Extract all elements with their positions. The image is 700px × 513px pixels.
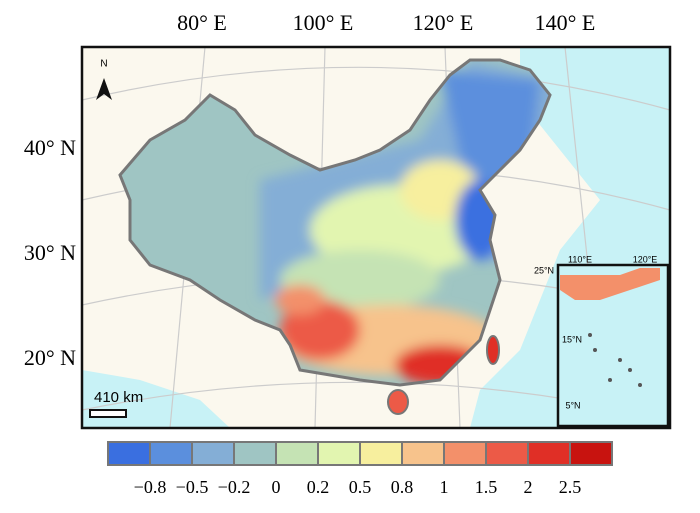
legend-label: 1 bbox=[440, 477, 449, 497]
legend-swatch bbox=[149, 441, 193, 466]
legend-label: 2 bbox=[524, 477, 533, 497]
lon-label: 120° E bbox=[413, 10, 474, 35]
legend-label: −0.5 bbox=[176, 477, 209, 497]
legend-swatch bbox=[485, 441, 529, 466]
inset-lon-label: 120°E bbox=[633, 254, 658, 264]
scale-label: 410 km bbox=[94, 389, 143, 406]
lat-label: 30° N bbox=[24, 240, 76, 265]
lon-label: 140° E bbox=[535, 10, 596, 35]
legend-label: −0.2 bbox=[218, 477, 251, 497]
inset-lat-label: 25°N bbox=[534, 265, 554, 275]
lon-label: 80° E bbox=[177, 10, 227, 35]
map-frame: N 410 km 110°E 120°E 25°N 15°N 5°N bbox=[80, 45, 672, 430]
inset-lat-label: 15°N bbox=[562, 334, 582, 344]
legend-label: 0 bbox=[272, 477, 281, 497]
legend-swatch bbox=[233, 441, 277, 466]
lat-label: 40° N bbox=[24, 135, 76, 160]
legend-swatch bbox=[191, 441, 235, 466]
legend-label: 0.5 bbox=[349, 477, 372, 497]
legend-swatch bbox=[275, 441, 319, 466]
legend-swatch bbox=[401, 441, 445, 466]
north-arrow: N bbox=[96, 59, 112, 100]
legend-swatch bbox=[569, 441, 613, 466]
scale-bar: 410 km bbox=[89, 389, 143, 418]
legend-swatch bbox=[527, 441, 571, 466]
lon-label: 100° E bbox=[293, 10, 354, 35]
color-legend: −0.8 −0.5 −0.2 0 0.2 0.5 0.8 1 1.5 2 2.5 bbox=[107, 441, 613, 497]
legend-swatch bbox=[107, 441, 151, 466]
legend-label: 2.5 bbox=[559, 477, 582, 497]
legend-label: 0.8 bbox=[391, 477, 414, 497]
north-label: N bbox=[100, 59, 107, 70]
legend-swatch bbox=[443, 441, 487, 466]
inset-lat-label: 5°N bbox=[565, 400, 580, 410]
legend-swatch bbox=[317, 441, 361, 466]
legend-label: 1.5 bbox=[475, 477, 498, 497]
inset-map: 110°E 120°E 25°N 15°N 5°N bbox=[534, 254, 670, 428]
inset-lon-label: 110°E bbox=[568, 254, 592, 264]
legend-swatch bbox=[359, 441, 403, 466]
lat-label: 20° N bbox=[24, 345, 76, 370]
legend-label: −0.8 bbox=[134, 477, 167, 497]
graticule-labels: 80° E 100° E 120° E 140° E 40° N 30° N 2… bbox=[24, 10, 596, 370]
legend-label: 0.2 bbox=[307, 477, 330, 497]
